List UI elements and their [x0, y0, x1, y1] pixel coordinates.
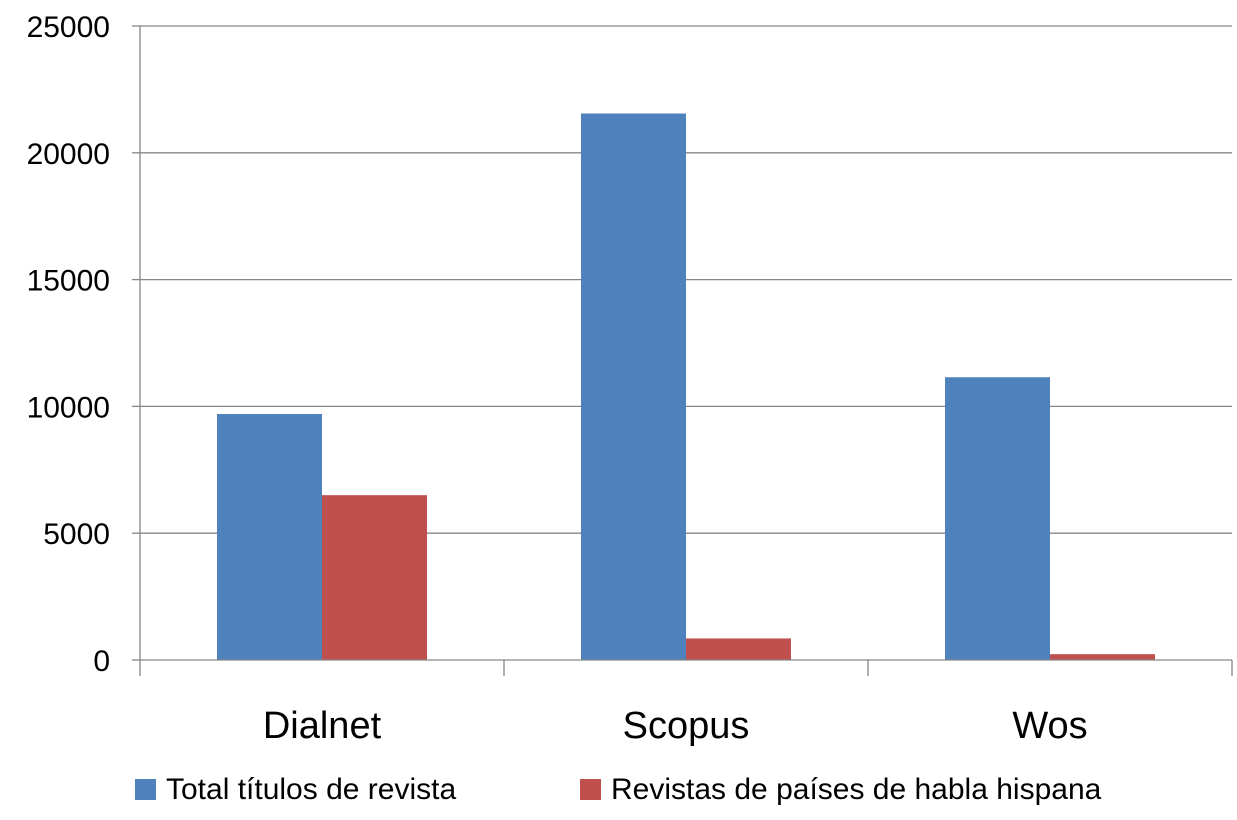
bar-scopus-series-2	[686, 638, 791, 660]
y-tick-label: 15000	[27, 265, 110, 298]
y-tick-label: 25000	[27, 11, 110, 44]
x-tick-label: Wos	[1012, 705, 1087, 747]
legend-label-series-2: Revistas de países de habla hispana	[611, 773, 1102, 806]
bar-dialnet-series-1	[217, 414, 322, 660]
bars	[217, 113, 1155, 660]
y-tick-label: 20000	[27, 138, 110, 171]
bar-wos-series-2	[1050, 654, 1155, 660]
bar-dialnet-series-2	[322, 495, 427, 660]
y-tick-label: 10000	[27, 391, 110, 424]
legend: Total títulos de revista Revistas de país…	[135, 773, 1102, 806]
x-tick-labels: Dialnet Scopus Wos	[263, 705, 1088, 747]
y-tick-labels: 0 5000 10000 15000 20000 25000	[27, 11, 110, 678]
legend-swatch-series-2	[580, 779, 601, 800]
x-tick-label: Scopus	[623, 705, 750, 747]
y-tick-label: 0	[93, 645, 110, 678]
bar-wos-series-1	[945, 377, 1050, 660]
x-tick-label: Dialnet	[263, 705, 382, 747]
axes	[132, 25, 1233, 676]
y-tick-label: 5000	[43, 518, 110, 551]
legend-label-series-1: Total títulos de revista	[166, 773, 456, 806]
bar-scopus-series-1	[581, 113, 686, 660]
legend-swatch-series-1	[135, 779, 156, 800]
